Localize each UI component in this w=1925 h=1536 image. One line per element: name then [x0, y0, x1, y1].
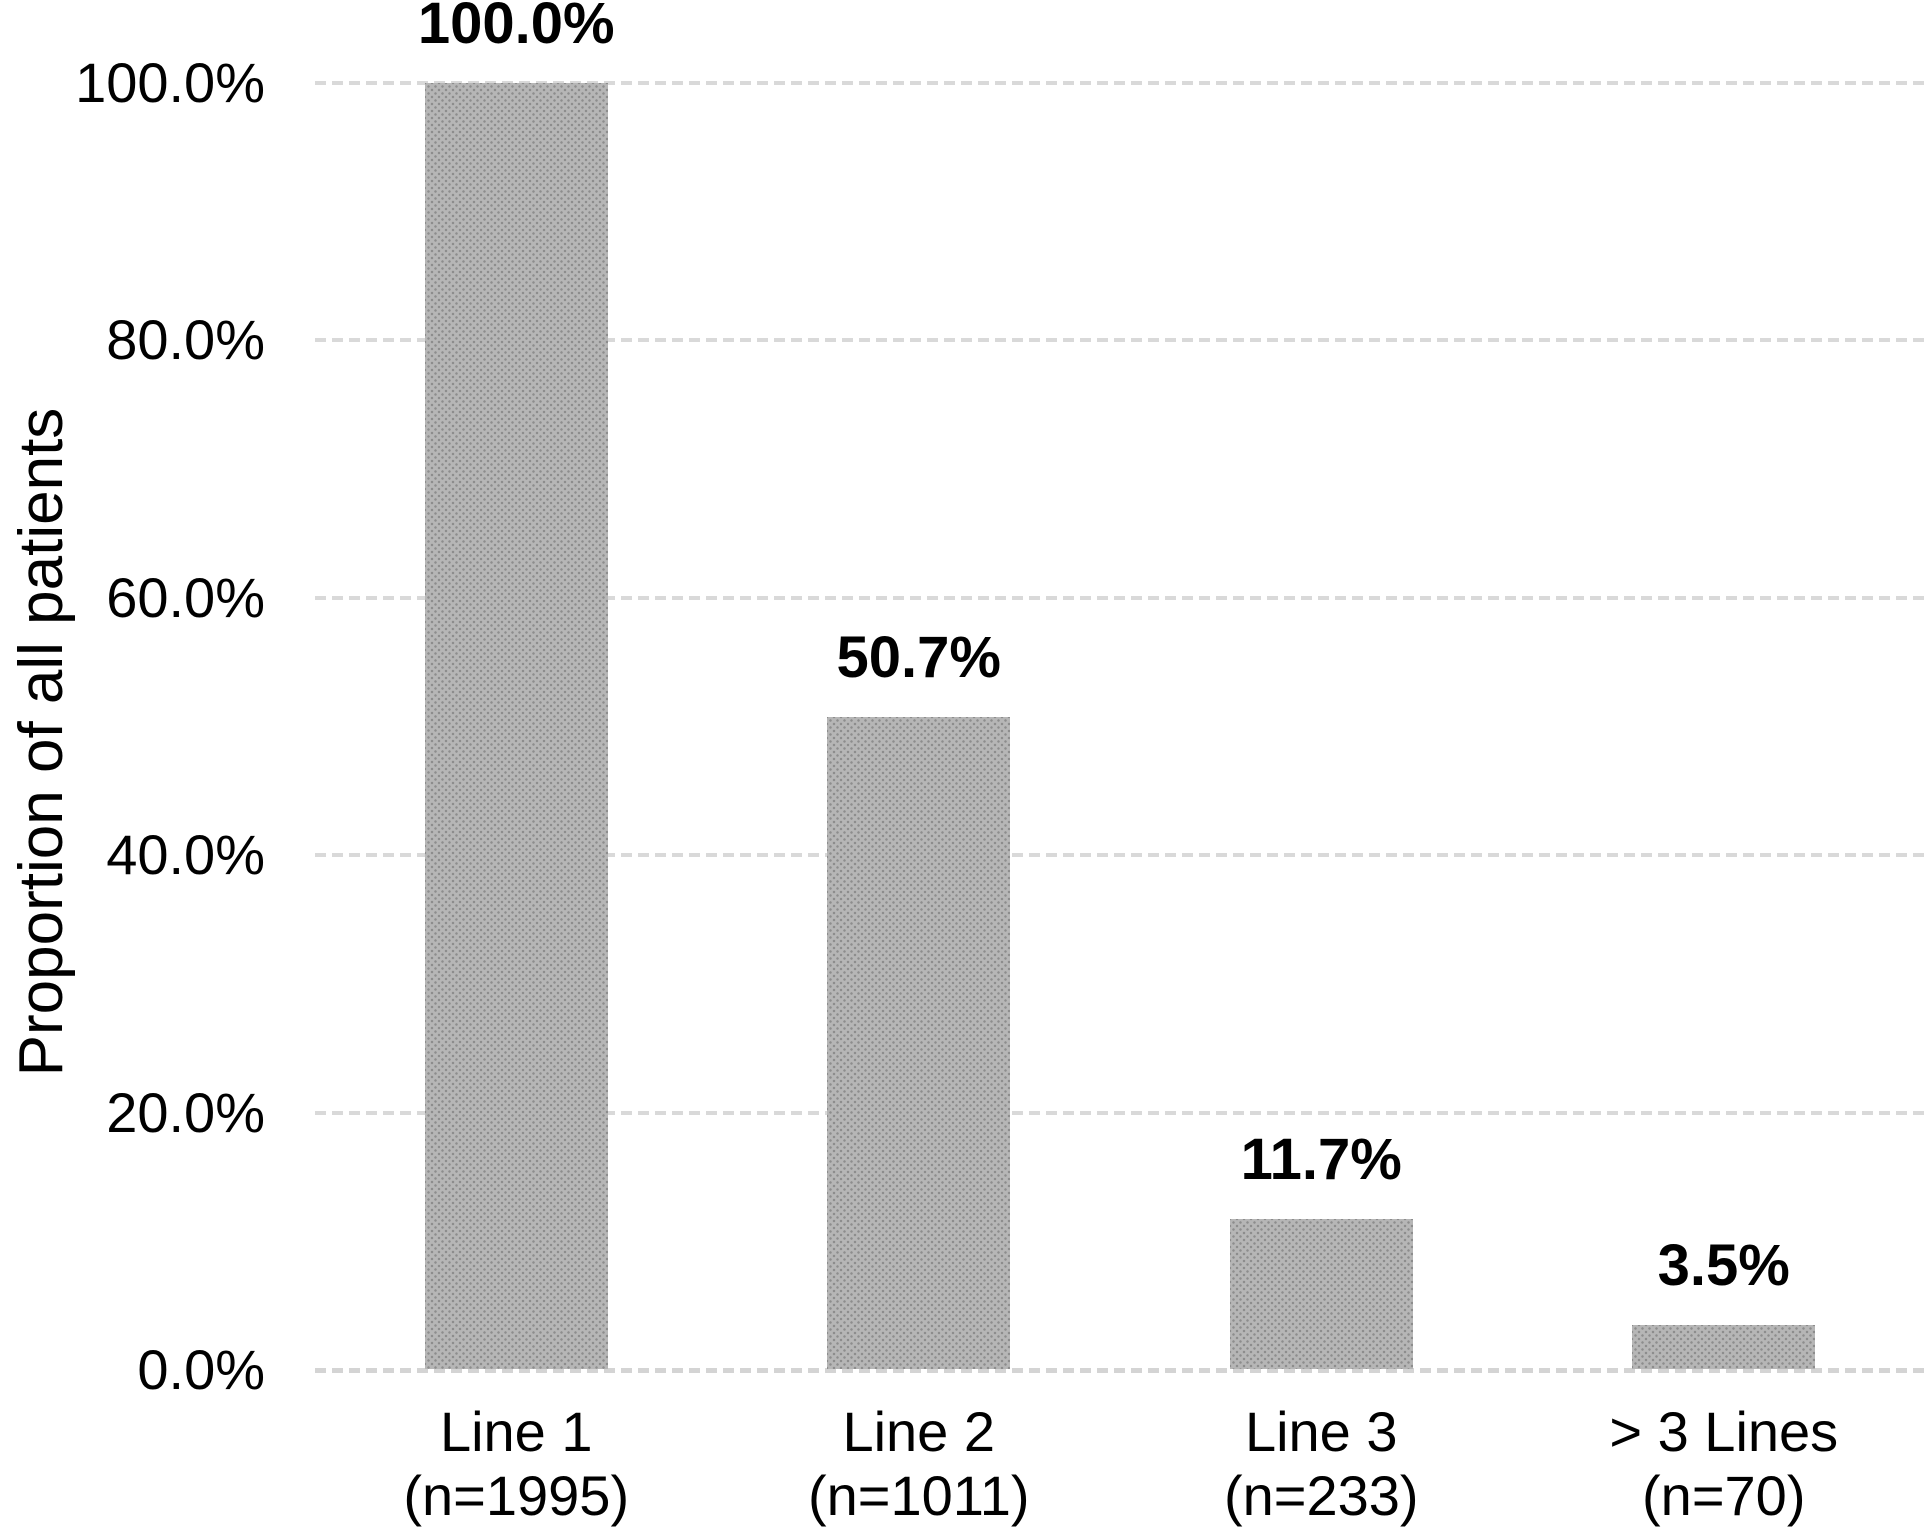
bar-value-label-3: 11.7%	[1240, 1127, 1402, 1193]
x-category-label-1: Line 1 (n=1995)	[306, 1400, 726, 1528]
gridline-40pct	[315, 853, 1925, 858]
bar-3	[1229, 1219, 1413, 1369]
y-tick-label-60pct: 60.0%	[106, 565, 265, 629]
bar-value-label-2: 50.7%	[836, 625, 1001, 691]
x-category-line2: (n=1011)	[807, 1464, 1030, 1527]
y-tick-label-100pct: 100.0%	[75, 51, 265, 114]
x-category-line2: (n=70)	[1642, 1464, 1806, 1527]
bar-4	[1632, 1324, 1816, 1369]
gridline-100pct	[315, 81, 1925, 85]
y-tick-label-80pct: 80.0%	[106, 308, 265, 372]
x-category-label-3: Line 3 (n=233)	[1111, 1400, 1531, 1528]
y-tick-label-20pct: 20.0%	[106, 1080, 265, 1144]
x-category-line1: Line 2	[842, 1400, 996, 1463]
y-tick-label-0pct: 0.0%	[137, 1338, 265, 1401]
x-category-line1: Line 1	[439, 1400, 593, 1463]
gridline-20pct	[315, 1110, 1925, 1115]
y-tick-label-40pct: 40.0%	[106, 823, 265, 887]
y-axis-title: Proportion of all patients	[7, 407, 76, 1077]
x-category-line2: (n=1995)	[403, 1464, 630, 1527]
x-category-line1: > 3 Lines	[1609, 1400, 1839, 1463]
x-category-label-4: > 3 Lines (n=70)	[1514, 1400, 1925, 1528]
x-category-line2: (n=233)	[1223, 1464, 1419, 1527]
x-category-line1: Line 3	[1244, 1400, 1398, 1463]
gridline-60pct	[315, 595, 1925, 600]
gridline-80pct	[315, 338, 1925, 343]
bar-1	[424, 83, 608, 1369]
bar-value-label-1: 100.0%	[417, 0, 615, 56]
bar-2	[827, 717, 1011, 1369]
x-category-label-2: Line 2 (n=1011)	[709, 1400, 1129, 1528]
bar-value-label-4: 3.5%	[1657, 1232, 1790, 1298]
gridline-0pct	[315, 1368, 1925, 1373]
